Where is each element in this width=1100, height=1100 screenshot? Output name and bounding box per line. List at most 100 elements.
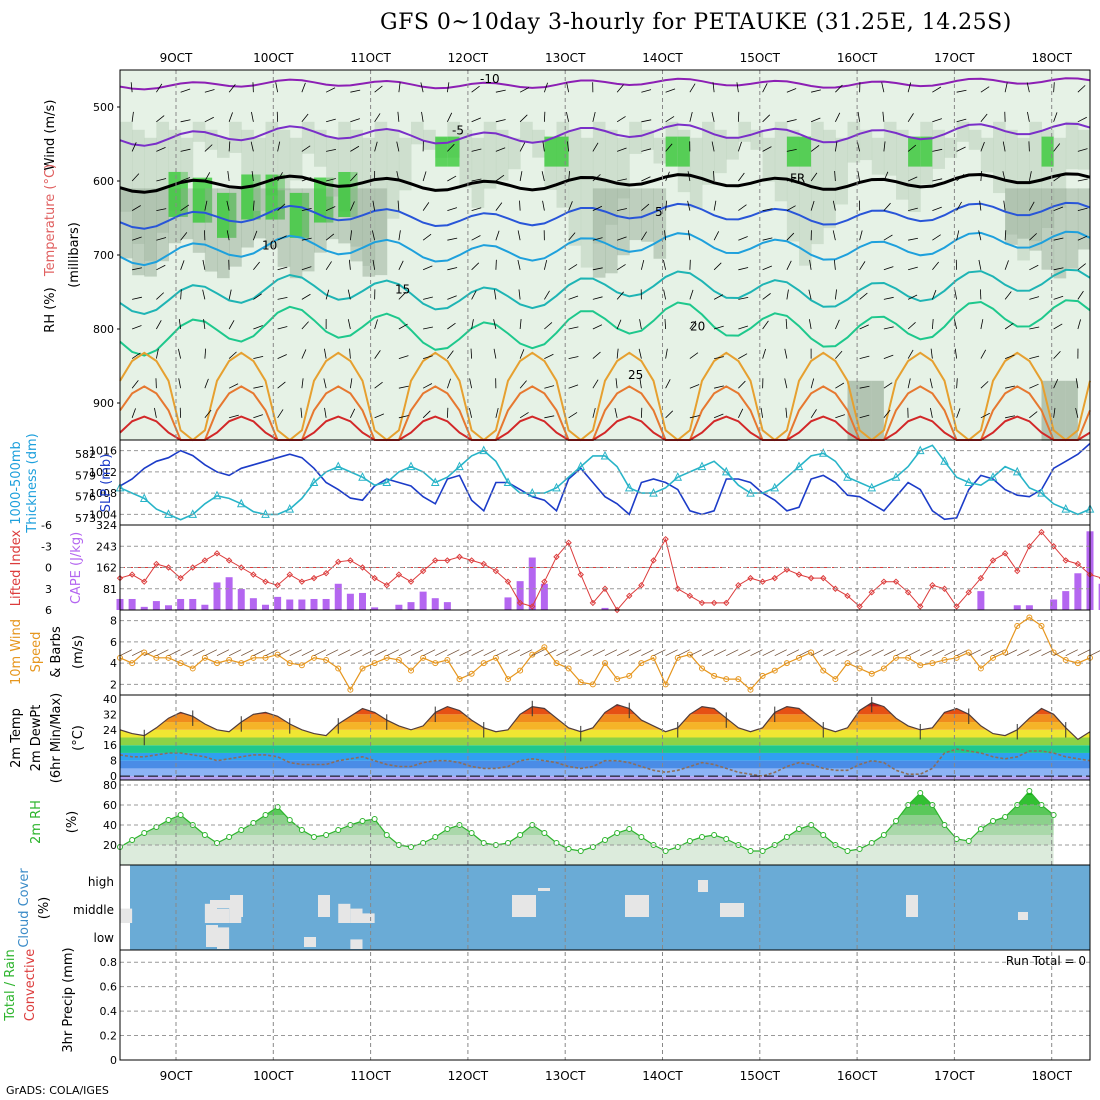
rh-shade bbox=[520, 121, 533, 143]
wind-barb bbox=[325, 233, 335, 241]
wind-barb bbox=[811, 89, 821, 93]
wind-barb bbox=[786, 148, 797, 152]
date-tick-bottom: 9OCT bbox=[160, 1069, 193, 1083]
wind-barb bbox=[203, 319, 206, 330]
wind-barb bbox=[665, 171, 670, 182]
wind-barb bbox=[785, 407, 788, 418]
wind-barb bbox=[131, 142, 137, 152]
date-tick-top: 16OCT bbox=[837, 51, 878, 65]
wind-speed-point bbox=[589, 681, 596, 688]
wind-barb bbox=[1005, 385, 1015, 389]
wind-barb bbox=[859, 324, 869, 330]
wind-barb bbox=[907, 378, 911, 389]
wind-barb bbox=[446, 407, 449, 418]
rh-shade bbox=[253, 188, 266, 239]
rh-shade bbox=[508, 137, 521, 170]
rh2m-point bbox=[165, 817, 172, 823]
isotherm-label: -10 bbox=[480, 72, 500, 86]
cape-label: CAPE (J/kg) bbox=[69, 532, 84, 604]
wind-barb bbox=[882, 111, 885, 122]
lifted-index-point bbox=[638, 582, 645, 589]
wind-barb bbox=[422, 649, 436, 657]
lifted-index-point bbox=[310, 574, 318, 582]
wind-barb bbox=[809, 259, 812, 270]
lifted-index-point bbox=[286, 571, 293, 578]
wind-barb bbox=[568, 356, 579, 359]
wind-speed-point bbox=[1074, 660, 1081, 667]
wind-barb bbox=[786, 88, 797, 93]
wind-barb bbox=[447, 143, 455, 152]
rh2m-point bbox=[1002, 814, 1009, 820]
rh-shade bbox=[1029, 188, 1042, 251]
wind-speed-point bbox=[808, 649, 815, 656]
wind-barb bbox=[396, 141, 400, 152]
cloud-block bbox=[720, 903, 744, 917]
lifted-index-point bbox=[553, 553, 560, 561]
wind-barb bbox=[229, 414, 239, 419]
wind-barb bbox=[1029, 201, 1035, 211]
wind-speed-point bbox=[711, 672, 718, 679]
rh2m-point bbox=[565, 846, 572, 852]
wind-barb bbox=[277, 649, 290, 657]
wind-barb bbox=[519, 200, 521, 211]
wind-barb bbox=[156, 237, 167, 241]
wind-barb bbox=[277, 409, 284, 419]
wind-barb bbox=[762, 114, 771, 123]
wind-barb bbox=[423, 296, 433, 300]
wind-speed-point bbox=[432, 660, 439, 667]
slp-line bbox=[119, 444, 1091, 521]
rh2m-point bbox=[383, 832, 390, 838]
wind-barb bbox=[204, 200, 208, 211]
rh-shade bbox=[156, 121, 169, 233]
lifted-index-point bbox=[1038, 528, 1045, 536]
rh2m-point bbox=[262, 812, 269, 818]
isotherm-label: -5 bbox=[452, 124, 464, 138]
wind-barb bbox=[980, 141, 985, 152]
date-tick-top: 14OCT bbox=[642, 51, 683, 65]
wind-barb bbox=[204, 409, 212, 419]
lifted-index-point bbox=[892, 578, 900, 585]
wind-speed-point bbox=[880, 665, 887, 672]
pressure-tick: 700 bbox=[93, 249, 114, 262]
wind-barb bbox=[592, 205, 603, 211]
rh-shade bbox=[362, 188, 376, 277]
lifted-index-point bbox=[298, 578, 306, 585]
wind-barb bbox=[277, 203, 286, 211]
wind-barb bbox=[701, 649, 715, 657]
wind-barb bbox=[786, 260, 792, 270]
wind-barb bbox=[180, 204, 190, 211]
rh-shade bbox=[144, 188, 157, 277]
rh-shade bbox=[156, 188, 169, 262]
wind-barb bbox=[932, 289, 937, 300]
wind-barb bbox=[374, 413, 384, 419]
wind-barb bbox=[932, 206, 942, 211]
cape-tick: 243 bbox=[96, 540, 117, 553]
cape-bar bbox=[395, 604, 403, 610]
wind-barb bbox=[228, 289, 232, 300]
wind-axis-label: Wind (m/s) bbox=[43, 100, 58, 171]
wind-barb bbox=[493, 348, 497, 359]
wind-barb bbox=[204, 172, 211, 182]
wind-barb bbox=[978, 230, 982, 241]
rh-shade bbox=[1077, 188, 1091, 250]
lifted-index-point bbox=[347, 557, 354, 564]
cloud-block bbox=[304, 937, 316, 947]
lifted-index-point bbox=[771, 574, 778, 582]
wind-speed-point bbox=[868, 670, 875, 677]
wind-barb bbox=[301, 649, 315, 657]
temp-tick: 32 bbox=[103, 708, 117, 721]
wind-barb bbox=[301, 113, 309, 123]
wind-barb bbox=[495, 174, 505, 182]
wind-speed-point bbox=[298, 662, 305, 669]
rh-band bbox=[120, 791, 1054, 795]
wind-barb bbox=[714, 325, 724, 330]
wind-barb bbox=[447, 267, 458, 271]
wind-barb bbox=[568, 384, 579, 389]
wind-speed-point bbox=[480, 660, 487, 667]
lifted-index-point bbox=[577, 571, 584, 578]
cape-bar bbox=[371, 607, 379, 610]
rh-shade bbox=[386, 129, 400, 219]
rh2m-point bbox=[844, 848, 851, 854]
isotherm bbox=[119, 77, 1091, 91]
wind-units-label: (m/s) bbox=[71, 635, 86, 669]
